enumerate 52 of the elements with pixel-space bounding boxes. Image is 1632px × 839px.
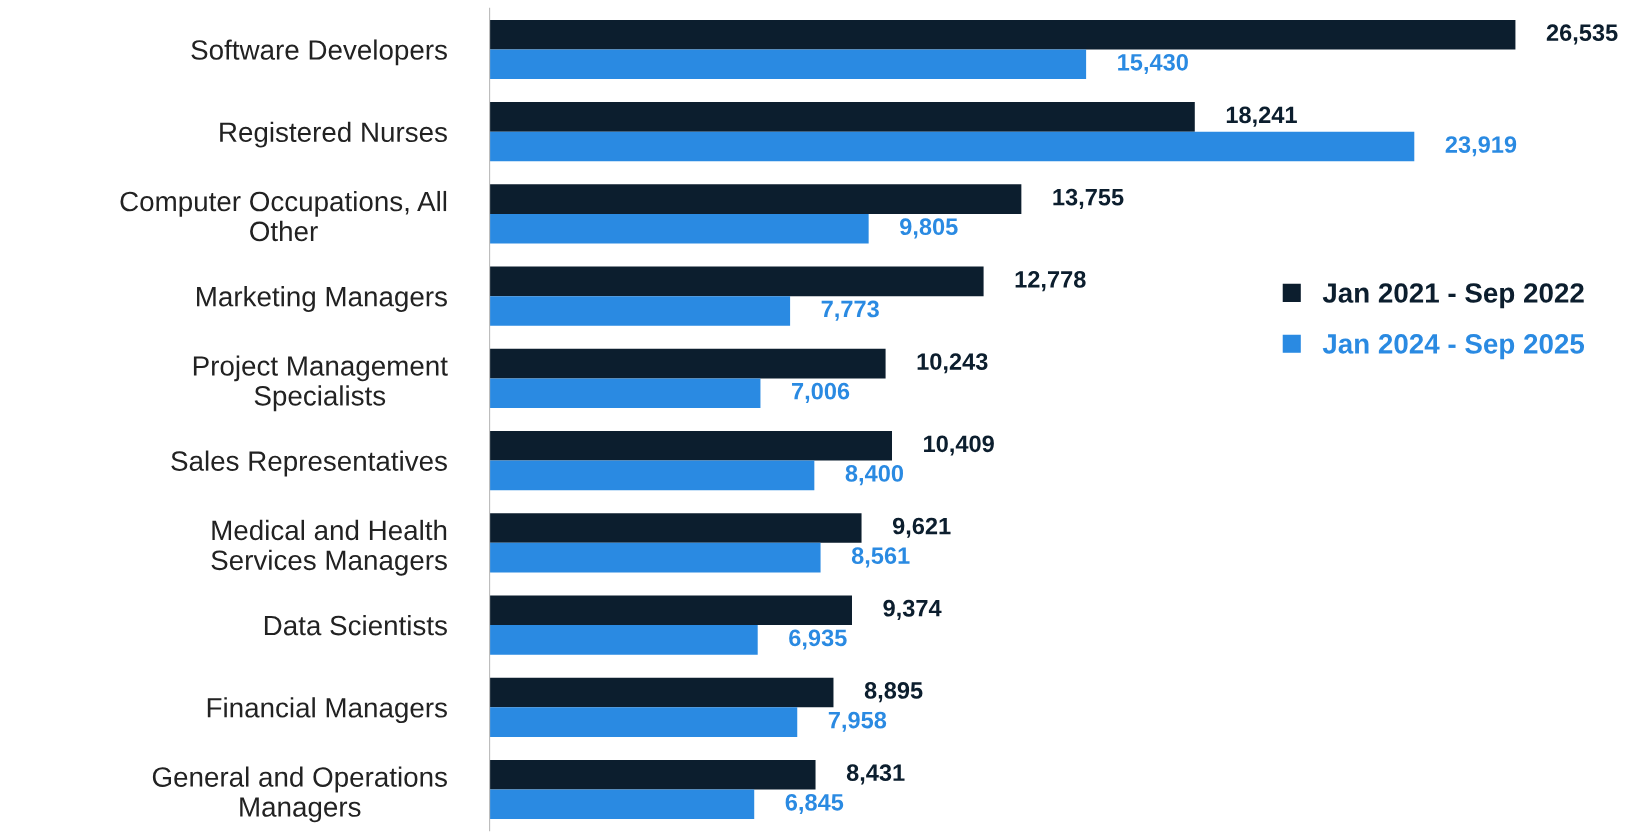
- y-tick-label: Sales Representatives: [171, 450, 447, 477]
- data-label: 26,535: [1546, 24, 1618, 45]
- bar: [489, 378, 761, 408]
- y-tick-label: Computer Occupations, All Other: [120, 190, 447, 242]
- bar: [489, 542, 821, 573]
- bar: [489, 49, 1087, 80]
- data-label: 6,935: [789, 629, 847, 650]
- bar: [489, 266, 984, 297]
- y-tick-label: Data Scientists: [264, 614, 447, 636]
- data-label: 10,409: [924, 435, 994, 456]
- legend-label: Jan 2021 - Sep 2022: [1322, 283, 1584, 309]
- y-tick-label: Financial Managers: [207, 697, 447, 724]
- bar: [489, 625, 758, 655]
- data-label: 8,561: [851, 547, 910, 568]
- data-label: 12,778: [1015, 270, 1086, 292]
- data-label: 10,243: [917, 353, 988, 374]
- data-label: 8,400: [845, 465, 904, 486]
- bar: [489, 131, 1415, 162]
- bar: [489, 513, 862, 543]
- bar: [489, 759, 816, 790]
- bar: [489, 677, 834, 708]
- y-tick-label: Marketing Managers: [197, 286, 447, 312]
- data-label: 8,431: [846, 764, 905, 785]
- bar: [489, 431, 893, 461]
- data-label: 7,958: [828, 711, 887, 732]
- y-tick-label: Project Management Specialists: [193, 355, 448, 412]
- bar: [489, 460, 815, 491]
- bar: [489, 19, 1516, 50]
- data-label: 8,895: [864, 682, 923, 703]
- data-label: 7,773: [821, 300, 879, 321]
- data-label: 13,755: [1053, 188, 1124, 209]
- data-label: 7,006: [792, 382, 850, 403]
- bar: [489, 213, 869, 244]
- bar: [489, 296, 791, 326]
- data-label: 6,845: [785, 793, 844, 815]
- data-label: 9,374: [883, 599, 942, 621]
- legend-label: Jan 2024 - Sep 2025: [1322, 334, 1585, 360]
- bar: [489, 707, 798, 737]
- y-tick-label: Medical and Health Services Managers: [211, 519, 447, 576]
- data-label: 9,621: [892, 517, 951, 538]
- bar: [489, 789, 755, 820]
- y-tick-label: Software Developers: [191, 39, 447, 66]
- y-tick-label: General and Operations Managers: [152, 766, 447, 823]
- bar: [489, 184, 1022, 214]
- data-label: 15,430: [1118, 53, 1188, 75]
- bar: [489, 595, 852, 626]
- data-label: 9,805: [900, 218, 958, 239]
- y-tick-label: Registered Nurses: [220, 121, 447, 148]
- bar: [489, 102, 1195, 132]
- bar: [489, 348, 886, 379]
- data-label: 23,919: [1445, 136, 1517, 157]
- data-label: 18,241: [1226, 106, 1297, 127]
